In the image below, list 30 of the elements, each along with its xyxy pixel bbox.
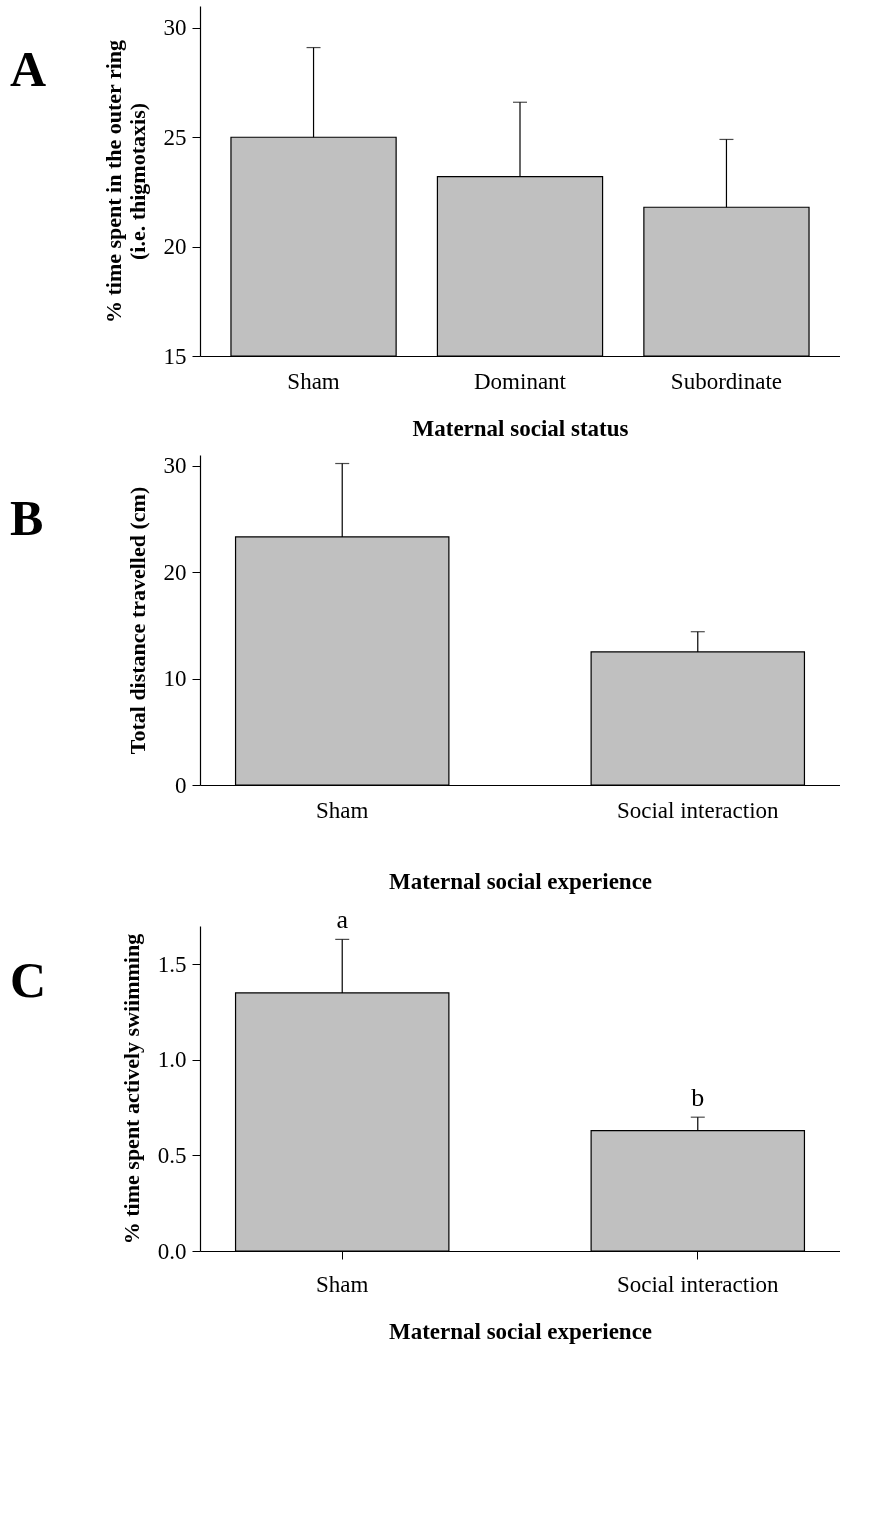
text: B <box>10 489 44 546</box>
text: C <box>10 952 47 1009</box>
x-axis-title: Maternal social status <box>412 415 629 441</box>
y-axis-title: Total distance travelled (cm) <box>124 486 150 755</box>
y-axis-title: % time spent in the outer ring (i.e. thigmotaxis) <box>100 39 150 324</box>
y-tick-label: 0 <box>175 772 187 798</box>
y-tick-label: 20 <box>163 234 187 260</box>
x-tick-label: Social interaction <box>616 797 780 823</box>
y-tick-label: 15 <box>163 343 187 369</box>
y-tick-label: 30 <box>163 15 187 41</box>
y-axis-title: % time spent actively swiimming <box>118 933 144 1245</box>
x-tick-label: Dominant <box>474 368 567 394</box>
y-tick-label: 20 <box>163 559 187 585</box>
x-tick-label: Social interaction <box>616 1271 780 1297</box>
x-tick-label: Sham <box>316 797 369 823</box>
x-tick-label: Sham <box>287 368 340 394</box>
y-tick-label: 1.5 <box>157 951 187 977</box>
y-tick-label: 0.5 <box>157 1142 187 1168</box>
annotation: b <box>691 1083 705 1113</box>
y-tick-label: 10 <box>163 666 187 692</box>
y-tick-label: 0.0 <box>157 1238 187 1264</box>
x-axis-title: Maternal social experience <box>388 868 653 894</box>
text: A <box>10 41 47 97</box>
y-tick-label: 1.0 <box>157 1047 187 1073</box>
x-tick-label: Sham <box>316 1271 369 1297</box>
y-tick-label: 25 <box>163 124 187 150</box>
x-axis-title: Maternal social experience <box>388 1318 653 1344</box>
x-tick-label: Subordinate <box>670 368 783 394</box>
y-tick-label: 30 <box>163 453 187 479</box>
annotation: a <box>336 905 349 935</box>
